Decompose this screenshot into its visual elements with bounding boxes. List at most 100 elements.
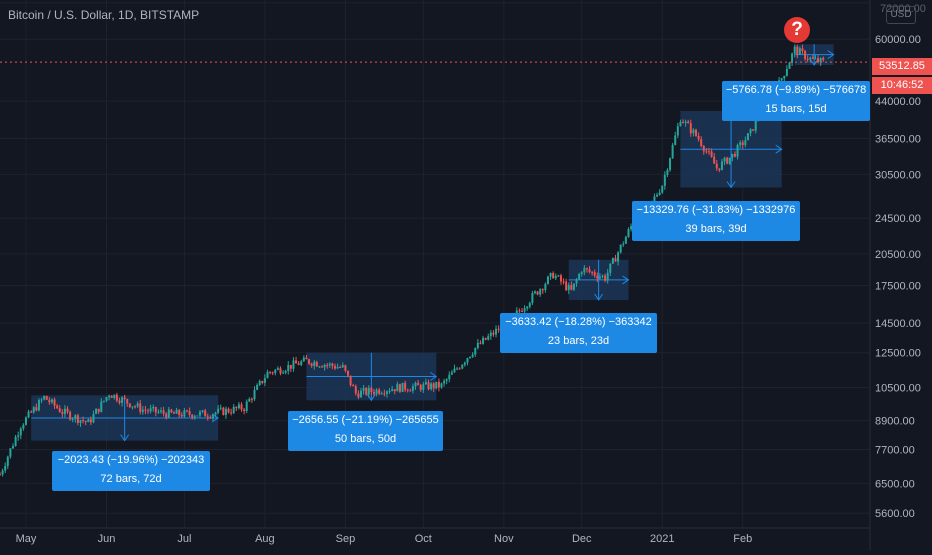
candle-body — [32, 407, 35, 413]
candle-body — [22, 424, 25, 429]
measurement-label-2[interactable]: −2656.55 (−21.19%) −265655 50 bars, 50d — [288, 411, 443, 451]
candle-body — [87, 419, 90, 423]
currency-button[interactable]: USD — [886, 6, 916, 24]
y-tick-label: 12500.00 — [875, 348, 921, 360]
candle-body — [695, 129, 697, 136]
candle-body — [144, 409, 147, 411]
candle-body — [82, 420, 85, 422]
candle-body — [752, 129, 755, 131]
candle-body — [240, 404, 243, 410]
candle-body — [217, 408, 220, 413]
candle-body — [204, 410, 207, 417]
candle-body — [419, 385, 422, 390]
candle-body — [793, 46, 796, 54]
x-tick-label: Nov — [494, 533, 514, 545]
measurement-arrow-down — [809, 58, 819, 66]
candle-body — [237, 404, 240, 409]
candle-body — [24, 417, 27, 425]
candle-body — [401, 382, 404, 392]
candle-body — [658, 192, 661, 195]
y-tick-label: 24500.00 — [875, 213, 921, 225]
measurement-label-4[interactable]: −13329.76 (−31.83%) −1332976 39 bars, 39… — [632, 201, 800, 241]
candle-body — [731, 153, 734, 158]
candle-body — [339, 367, 342, 369]
candle-body — [35, 407, 38, 411]
candle-body — [487, 336, 490, 340]
candle-body — [723, 157, 726, 162]
candle-body — [456, 368, 459, 370]
candle-body — [271, 372, 274, 374]
measurement-label-1[interactable]: −2023.43 (−19.96%) −202343 72 bars, 72d — [52, 451, 210, 491]
candle-body — [139, 403, 142, 412]
y-tick-label: 8900.00 — [875, 416, 915, 428]
candle-body — [385, 391, 388, 394]
candle-body — [219, 407, 222, 409]
candle-body — [393, 389, 396, 392]
candle-body — [48, 399, 51, 403]
candle-body — [110, 395, 113, 398]
measurement-2-bars: 50 bars, 50d — [334, 433, 397, 445]
candle-body — [173, 412, 175, 414]
candle-body — [95, 408, 98, 415]
candle-body — [702, 146, 705, 152]
candle-body — [206, 416, 209, 418]
candle-body — [611, 258, 614, 264]
candle-body — [58, 408, 61, 413]
candle-body — [128, 403, 131, 408]
candle-body — [74, 415, 77, 419]
candle-body — [720, 161, 723, 170]
candle-body — [102, 400, 105, 402]
candle-body — [359, 390, 362, 398]
y-tick-label: 14500.00 — [875, 318, 921, 330]
candle-body — [315, 362, 318, 367]
candle-body — [149, 408, 152, 412]
candle-body — [661, 185, 664, 193]
candle-body — [193, 416, 196, 418]
candle-body — [479, 342, 482, 344]
candle-body — [214, 412, 217, 415]
candle-body — [92, 414, 95, 423]
candle-body — [180, 414, 183, 417]
candle-body — [331, 363, 334, 367]
candle-body — [170, 409, 173, 413]
candle-body — [578, 273, 581, 280]
y-tick-label: 36500.00 — [875, 134, 921, 146]
candle-body — [572, 283, 575, 290]
candle-body — [726, 157, 729, 164]
candle-body — [783, 75, 786, 79]
candle-body — [728, 157, 731, 164]
measurement-label-5[interactable]: −5766.78 (−9.89%) −576678 15 bars, 15d — [722, 81, 870, 121]
candle-body — [274, 369, 277, 374]
candle-body — [11, 446, 14, 449]
candle-body — [71, 418, 74, 420]
candle-body — [84, 421, 87, 423]
candle-body — [279, 368, 282, 374]
candle-body — [609, 263, 612, 273]
y-tick-label: 5600.00 — [875, 508, 915, 520]
candle-body — [201, 410, 204, 412]
candle-body — [349, 375, 352, 386]
candle-body — [822, 57, 825, 60]
candle-body — [536, 291, 539, 295]
candle-body — [396, 384, 399, 392]
candle-body — [474, 347, 477, 355]
candle-body — [300, 361, 303, 365]
candle-body — [596, 275, 599, 279]
candle-body — [17, 435, 20, 437]
measurement-3-change: −3633.42 (−18.28%) −363342 — [505, 316, 652, 328]
candle-body — [53, 399, 56, 406]
measurement-4-change: −13329.76 (−31.83%) −1332976 — [636, 204, 796, 216]
candle-body — [630, 226, 633, 230]
candle-body — [593, 272, 596, 276]
x-tick-label: Jun — [98, 533, 116, 545]
candle-body — [183, 410, 186, 417]
x-tick-label: Oct — [415, 533, 432, 545]
candle-body — [804, 50, 807, 59]
candle-body — [817, 58, 820, 63]
candle-body — [198, 411, 201, 416]
candle-body — [157, 411, 160, 413]
candle-body — [700, 139, 703, 147]
candle-body — [567, 285, 570, 291]
measurement-label-3[interactable]: −3633.42 (−18.28%) −363342 23 bars, 23d — [500, 313, 657, 353]
